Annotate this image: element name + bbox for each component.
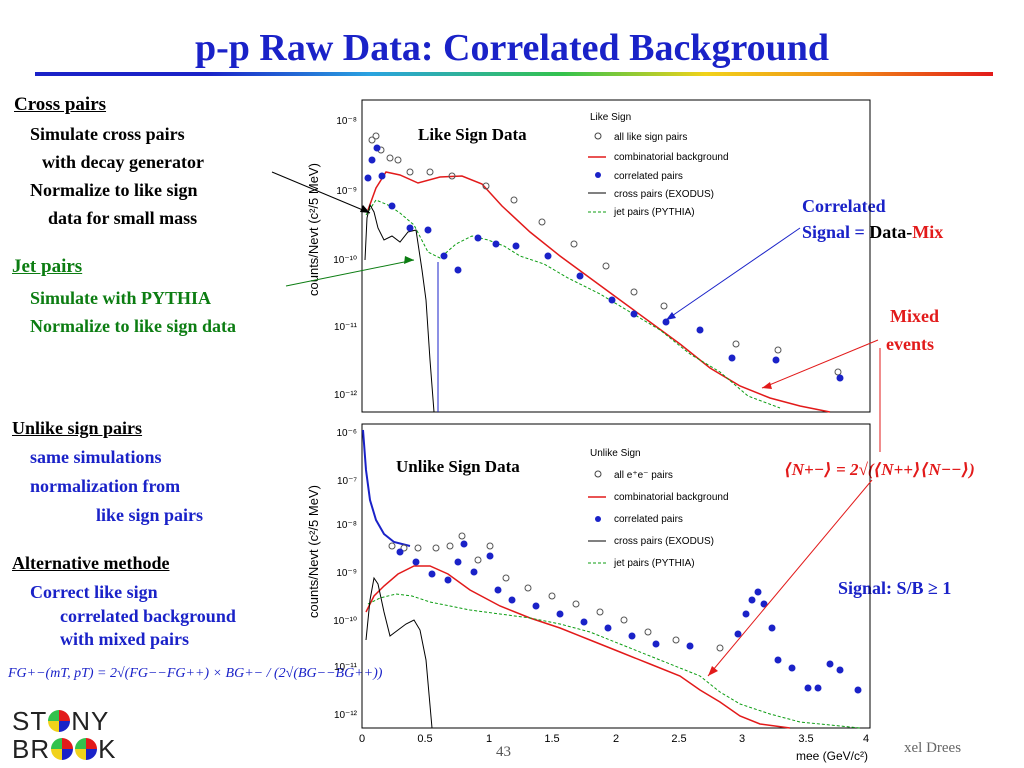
y-tick-label: 10⁻¹¹ bbox=[334, 322, 358, 333]
correlated-signal-label: Signal = Data-Mix bbox=[802, 222, 944, 242]
legend-blue-marker bbox=[595, 172, 601, 178]
y-tick-label: 10⁻⁸ bbox=[336, 520, 357, 531]
y-tick-label: 10⁻⁹ bbox=[336, 568, 357, 579]
x-tick-label: 2 bbox=[613, 733, 619, 745]
stony-brook-logo-bottom: BR K bbox=[12, 734, 117, 764]
cross-pairs-line: data for small mass bbox=[48, 208, 198, 228]
y-tick-label: 10⁻¹⁰ bbox=[333, 255, 357, 266]
top-legend-item: cross pairs (EXODUS) bbox=[614, 189, 714, 200]
x-tick-label: 4 bbox=[863, 733, 869, 745]
y-tick-label: 10⁻¹¹ bbox=[334, 662, 358, 673]
bottom-legend-title: Unlike Sign bbox=[590, 448, 641, 459]
x-tick-label: 3 bbox=[739, 733, 745, 745]
x-tick-label: 0.5 bbox=[417, 733, 432, 745]
bottom-legend-item: combinatorial background bbox=[614, 492, 729, 503]
alt-heading: Alternative methode bbox=[12, 553, 170, 573]
x-tick-label: 2.5 bbox=[671, 733, 686, 745]
top-legend-item: combinatorial background bbox=[614, 152, 729, 163]
top-legend-title: Like Sign bbox=[590, 112, 631, 123]
jet-pairs-heading: Jet pairs bbox=[12, 256, 83, 277]
bottom-jet-curve bbox=[367, 593, 861, 729]
top-legend-item: correlated pairs bbox=[614, 171, 683, 182]
x-tick-label: 0 bbox=[359, 733, 365, 745]
alt-line: correlated background bbox=[60, 606, 236, 626]
legend-open-marker bbox=[594, 470, 602, 478]
bottom-legend-item: correlated pairs bbox=[614, 514, 683, 525]
x-tick-label: 1 bbox=[486, 733, 492, 745]
top-legend-item: jet pairs (PYTHIA) bbox=[613, 207, 695, 218]
top-cross-curve bbox=[364, 203, 435, 413]
bottom-legend-item: jet pairs (PYTHIA) bbox=[613, 558, 695, 569]
bottom-plot-label: Unlike Sign Data bbox=[396, 457, 520, 476]
bottom-legend-item: cross pairs (EXODUS) bbox=[614, 536, 714, 547]
unlike-line: like sign pairs bbox=[96, 505, 204, 525]
title-underline bbox=[35, 72, 993, 76]
x-axis-label: mee (GeV/c²) bbox=[796, 749, 868, 763]
bottom-plot-frame bbox=[361, 423, 871, 729]
bottom-blue-markers bbox=[396, 540, 862, 694]
top-plot-label: Like Sign Data bbox=[418, 125, 527, 144]
bottom-ylabel: counts/Nevt (c²/5 MeV) bbox=[306, 485, 321, 618]
bottom-legend-item: all e⁺e⁻ pairs bbox=[614, 470, 673, 481]
mixed-label: Mixed bbox=[890, 306, 939, 326]
bottom-cross-curve bbox=[365, 576, 433, 729]
y-tick-label: 10⁻¹⁰ bbox=[333, 616, 357, 627]
jet-pairs-line: Simulate with PYTHIA bbox=[30, 288, 212, 308]
y-tick-label: 10⁻¹² bbox=[334, 710, 358, 721]
top-open-markers bbox=[368, 132, 842, 376]
page-number: 43 bbox=[496, 744, 511, 760]
top-plot-frame bbox=[361, 99, 871, 413]
author-footer: xel Drees bbox=[904, 740, 962, 756]
bottom-combinatorial-curve bbox=[365, 565, 791, 729]
alt-line: with mixed pairs bbox=[60, 629, 190, 649]
top-jet-curve bbox=[365, 199, 781, 409]
y-tick-label: 10⁻⁹ bbox=[336, 186, 357, 197]
stony-brook-logo: ST NY bbox=[12, 706, 110, 736]
y-tick-label: 10⁻¹² bbox=[334, 390, 358, 401]
cross-pairs-heading: Cross pairs bbox=[14, 94, 107, 115]
bottom-open-markers bbox=[388, 532, 724, 652]
slide-title: p-p Raw Data: Correlated Background bbox=[194, 27, 830, 69]
x-tick-label: 1.5 bbox=[544, 733, 559, 745]
correlated-label: Correlated bbox=[802, 196, 886, 216]
jet-pairs-line: Normalize to like sign data bbox=[30, 316, 236, 336]
unlike-line: same simulations bbox=[30, 447, 162, 467]
top-ylabel: counts/Nevt (c²/5 MeV) bbox=[306, 163, 321, 296]
mixed-pairs-formula: FG+−(mT, pT) = 2√(FG−−FG++) × BG+− / (2√… bbox=[8, 666, 383, 681]
cross-pairs-line: Normalize to like sign bbox=[30, 180, 198, 200]
top-legend-item: all like sign pairs bbox=[614, 132, 687, 143]
bottom-low-mass-spike bbox=[362, 429, 411, 547]
top-combinatorial-curve bbox=[367, 171, 831, 413]
unlike-heading: Unlike sign pairs bbox=[12, 418, 143, 438]
y-tick-label: 10⁻⁷ bbox=[337, 476, 357, 487]
legend-open-marker bbox=[594, 132, 602, 140]
norm-formula: ⟨N+−⟩ = 2√(⟨N++⟩⟨N−−⟩) bbox=[784, 460, 975, 479]
x-tick-label: 3.5 bbox=[798, 733, 813, 745]
signal-ratio-label: Signal: S/B ≥ 1 bbox=[838, 578, 952, 598]
cross-pairs-line: Simulate cross pairs bbox=[30, 124, 185, 144]
events-label: events bbox=[886, 334, 934, 354]
alt-line: Correct like sign bbox=[30, 582, 158, 602]
unlike-line: normalization from bbox=[30, 476, 181, 496]
y-tick-label: 10⁻⁶ bbox=[336, 428, 357, 439]
cross-pairs-line: with decay generator bbox=[42, 152, 204, 172]
y-tick-label: 10⁻⁸ bbox=[336, 116, 357, 127]
top-blue-markers bbox=[364, 144, 844, 382]
legend-blue-marker bbox=[595, 516, 601, 522]
annotation-arrows bbox=[271, 171, 881, 677]
